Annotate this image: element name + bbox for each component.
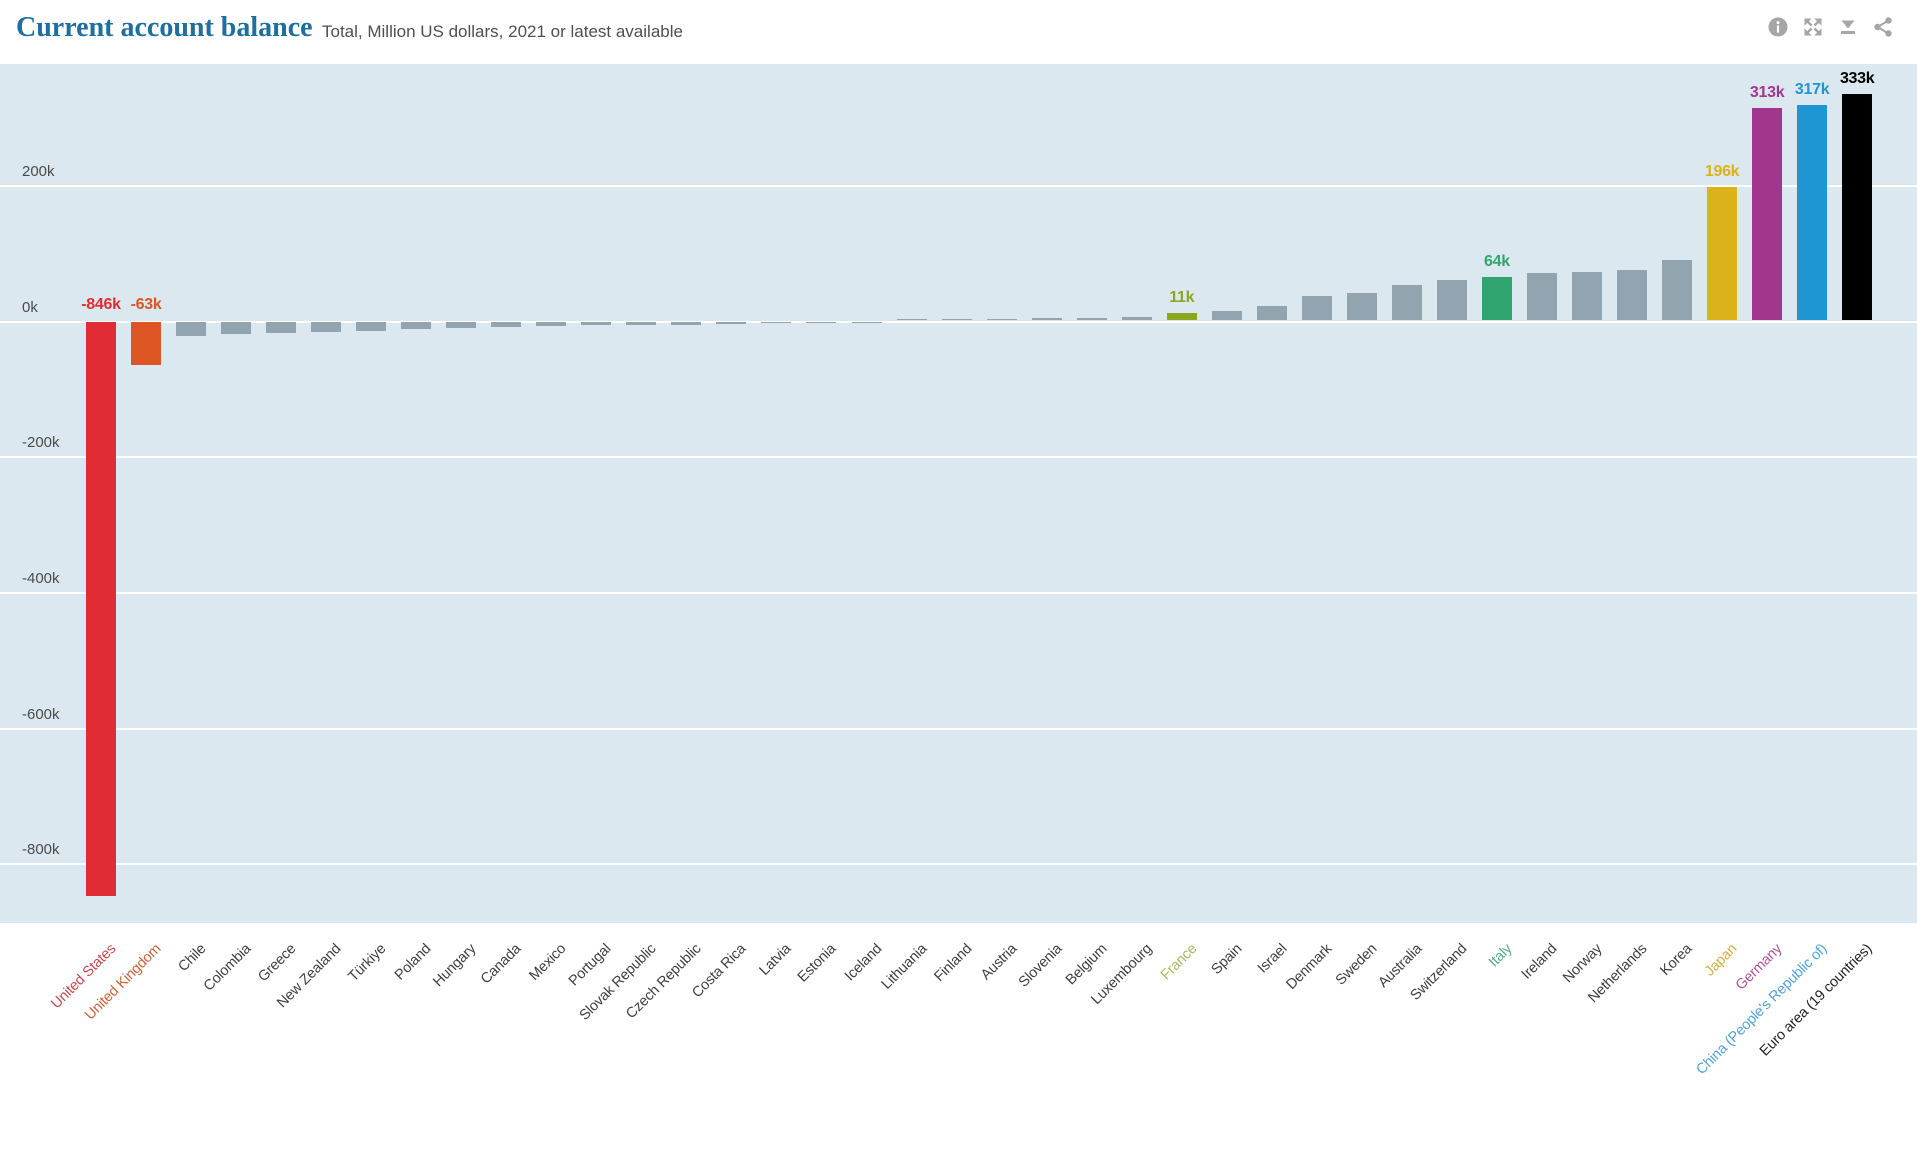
bar-netherlands[interactable] <box>1617 269 1648 320</box>
bar-luxembourg[interactable] <box>1121 317 1152 320</box>
bar-finland[interactable] <box>941 319 972 320</box>
bar-t-rkiye[interactable] <box>356 322 387 332</box>
share-icon[interactable] <box>1871 15 1895 39</box>
bar-estonia[interactable] <box>806 322 837 323</box>
bar-united-states[interactable] <box>86 322 116 896</box>
bar-mexico[interactable] <box>536 322 567 327</box>
bar-euro-area-19-countries-[interactable] <box>1842 94 1873 320</box>
bar-germany[interactable] <box>1752 107 1783 320</box>
bar-spain[interactable] <box>1211 310 1242 320</box>
bar-czech-republic[interactable] <box>671 322 702 325</box>
bar-china-people-s-republic-of-[interactable] <box>1797 104 1828 320</box>
value-label: 64k <box>1484 252 1510 270</box>
value-label: 11k <box>1169 288 1195 306</box>
bar-japan[interactable] <box>1707 187 1738 320</box>
bar-iceland[interactable] <box>851 322 882 323</box>
download-icon[interactable] <box>1836 15 1860 39</box>
plot-area <box>0 64 1917 923</box>
bar-switzerland[interactable] <box>1436 279 1467 320</box>
fullscreen-icon[interactable] <box>1801 15 1825 39</box>
bar-costa-rica[interactable] <box>716 322 747 325</box>
gridline--800k <box>0 863 1917 866</box>
bar-portugal[interactable] <box>581 322 612 326</box>
value-label: 317k <box>1794 80 1830 98</box>
bar-new-zealand[interactable] <box>311 322 342 333</box>
y-tick-label: 0k <box>22 298 38 316</box>
bar-korea[interactable] <box>1662 260 1693 320</box>
y-tick-label: 200k <box>22 162 55 180</box>
gridline-200k <box>0 184 1917 187</box>
bar-ireland[interactable] <box>1526 272 1557 320</box>
bar-slovenia[interactable] <box>1031 317 1062 320</box>
bar-slovak-republic[interactable] <box>626 322 657 325</box>
info-icon[interactable] <box>1766 15 1790 39</box>
y-tick-label: -200k <box>22 434 60 452</box>
bar-israel[interactable] <box>1256 305 1287 320</box>
chart-header: Current account balance Total, Million U… <box>0 0 1917 64</box>
chart-subtitle: Total, Million US dollars, 2021 or lates… <box>322 22 683 41</box>
bar-belgium[interactable] <box>1076 317 1107 320</box>
y-tick-label: -400k <box>22 569 60 587</box>
bar-chile[interactable] <box>176 322 207 337</box>
bar-lithuania[interactable] <box>896 319 927 320</box>
bar-australia[interactable] <box>1391 285 1422 320</box>
value-label: 313k <box>1749 83 1785 101</box>
bar-colombia[interactable] <box>221 322 252 335</box>
bar-norway[interactable] <box>1571 271 1602 320</box>
gridline-0k <box>0 320 1917 323</box>
bar-united-kingdom[interactable] <box>131 322 162 365</box>
value-label: -63k <box>130 296 162 313</box>
gridline--200k <box>0 456 1917 459</box>
bar-sweden[interactable] <box>1346 292 1377 320</box>
bar-france[interactable] <box>1166 312 1197 320</box>
y-tick-label: -800k <box>22 841 60 859</box>
page-title: Current account balance <box>16 12 313 43</box>
bar-austria[interactable] <box>986 318 1017 320</box>
bar-hungary[interactable] <box>446 322 477 329</box>
header-toolbar <box>1766 15 1895 39</box>
bar-canada[interactable] <box>491 322 522 327</box>
bar-latvia[interactable] <box>761 322 792 324</box>
y-tick-label: -600k <box>22 705 60 723</box>
gridline--600k <box>0 727 1917 730</box>
bar-poland[interactable] <box>401 322 432 330</box>
bar-italy[interactable] <box>1481 276 1512 320</box>
bar-greece[interactable] <box>266 322 297 333</box>
x-axis-zone <box>0 923 1917 1107</box>
value-label: 333k <box>1839 70 1875 88</box>
bar-denmark[interactable] <box>1301 295 1332 320</box>
value-label: 196k <box>1704 163 1740 180</box>
value-label: -846k <box>81 296 121 313</box>
gridline--400k <box>0 591 1917 594</box>
